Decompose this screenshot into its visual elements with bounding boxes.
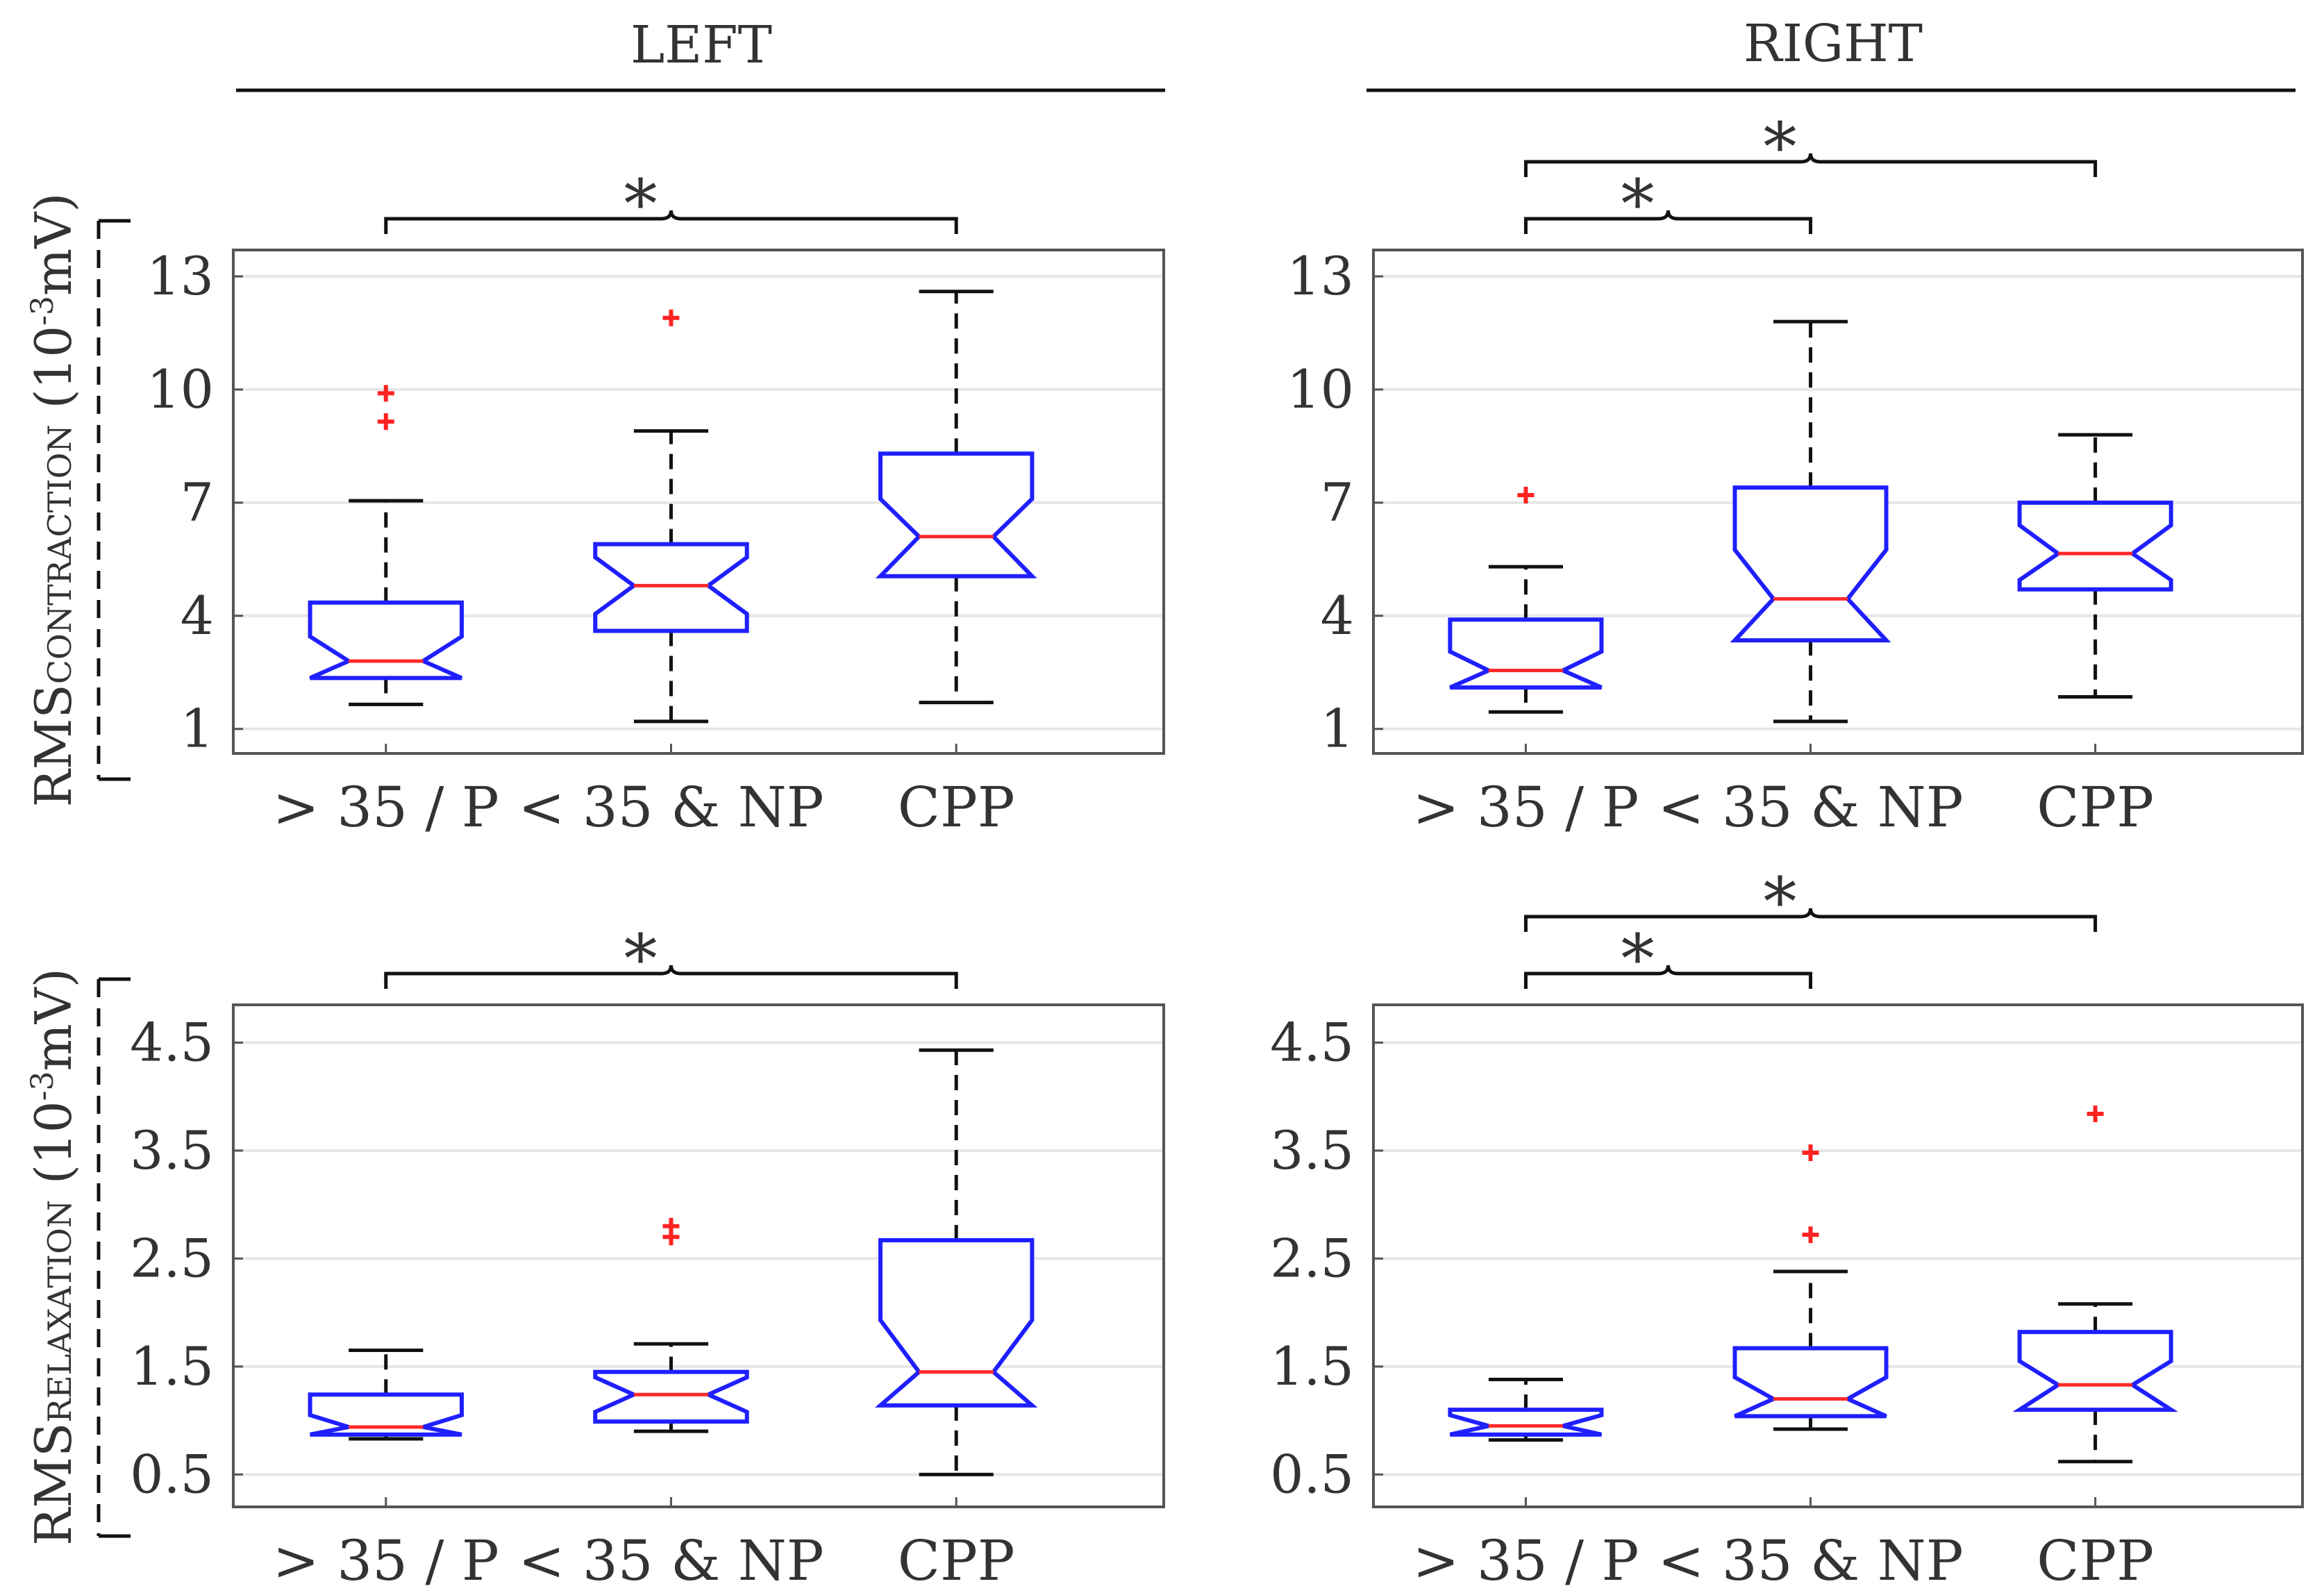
significance-star: * [624, 920, 657, 998]
notched-box [593, 1369, 749, 1424]
significance-star: * [624, 165, 657, 243]
box-group [308, 385, 464, 706]
panel-left-contraction: 1 4 7 10 13 > 35 / P < 35 & NP CPP * [147, 165, 1165, 840]
panel-right-relaxation: 0.5 1.5 2.5 3.5 4.5 > 35 / P < 35 & NP CPP * * [1270, 863, 2304, 1593]
significance-bracket: * [1523, 863, 2098, 941]
category-label: < 35 & NP [518, 1528, 824, 1593]
significance-bracket: * [384, 920, 958, 998]
left-header: LEFT [630, 15, 772, 75]
y-tick-label: 2.5 [130, 1227, 214, 1289]
plot-frame [232, 249, 1165, 755]
category-label: > 35 / P [273, 1528, 499, 1593]
bracket-line [1523, 210, 1813, 234]
relaxation-ylabel-bracket [97, 977, 131, 1538]
category-label: > 35 / P [1412, 1528, 1639, 1593]
significance-bracket: * [384, 165, 958, 243]
category-label: > 35 / P [273, 775, 499, 840]
y-tick-label: 10 [147, 358, 214, 420]
contraction-y-label: RMSCONTRACTION (10-3mV) [24, 193, 83, 808]
bracket-line [1523, 153, 2098, 177]
y-tick-label: 10 [1287, 358, 1354, 420]
plot-frame [1372, 249, 2304, 755]
box-group [2017, 433, 2173, 699]
outlier-marker [1517, 486, 1535, 503]
box-group [593, 1217, 749, 1433]
plot-frame [232, 1003, 1165, 1508]
relaxation-y-label: RMSRELAXATION (10-3mV) [24, 968, 83, 1546]
notched-box [874, 1237, 1038, 1408]
outlier-marker [662, 1217, 680, 1235]
y-tick-label: 0.5 [1270, 1443, 1354, 1505]
y-tick-label: 4 [1321, 585, 1354, 647]
bracket-line [384, 210, 958, 234]
y-tick-label: 3.5 [1270, 1119, 1354, 1181]
panel-left-relaxation: 0.5 1.5 2.5 3.5 4.5 > 35 / P < 35 & NP CPP * [130, 920, 1165, 1593]
notched-box [1448, 1408, 1604, 1437]
bracket-line [384, 965, 958, 989]
category-label: > 35 / P [1412, 775, 1639, 840]
y-tick-label: 3.5 [130, 1119, 214, 1181]
outlier-marker [377, 385, 394, 402]
category-label: < 35 & NP [518, 775, 824, 840]
box-group [2012, 1106, 2178, 1464]
category-label: CPP [898, 775, 1015, 840]
category-label: < 35 & NP [1657, 1528, 1963, 1593]
y-tick-label: 1.5 [1270, 1335, 1354, 1397]
y-tick-label: 1 [1321, 698, 1354, 760]
significance-star: * [1621, 920, 1654, 998]
significance-star: * [1621, 165, 1654, 243]
significance-bracket: * [1523, 165, 1813, 243]
box-group [593, 309, 749, 724]
category-label: < 35 & NP [1657, 775, 1963, 840]
notched-box [1448, 617, 1604, 690]
box-group [1732, 1144, 1889, 1431]
y-tick-label: 7 [181, 472, 214, 533]
box-group [1448, 486, 1604, 714]
y-tick-label: 13 [1287, 245, 1354, 307]
y-tick-label: 1 [181, 698, 214, 760]
y-tick-label: 4 [181, 585, 214, 647]
category-label: CPP [2037, 1528, 2154, 1593]
box-group [1730, 319, 1891, 724]
notched-box [2012, 1330, 2178, 1412]
y-tick-label: 7 [1321, 472, 1354, 533]
box-group [308, 1349, 464, 1441]
box-group [875, 290, 1037, 705]
outlier-marker [662, 309, 680, 326]
contraction-ylabel-bracket [97, 219, 131, 781]
notched-box [308, 600, 464, 681]
significance-bracket: * [1523, 920, 1813, 998]
notched-box [875, 451, 1037, 578]
significance-bracket: * [1523, 108, 2098, 186]
category-label: CPP [2037, 775, 2154, 840]
y-tick-label: 0.5 [130, 1443, 214, 1505]
bracket-line [1523, 908, 2098, 932]
notched-box [1730, 485, 1891, 643]
outlier-marker [2087, 1106, 2104, 1123]
notched-box [593, 542, 749, 633]
outlier-marker [1802, 1144, 1819, 1162]
outlier-marker [377, 413, 394, 431]
panel-right-contraction: 1 4 7 10 13 > 35 / P < 35 & NP CPP * * [1287, 108, 2304, 840]
y-tick-label: 4.5 [130, 1011, 214, 1073]
outlier-marker [1802, 1226, 1819, 1244]
notched-box [308, 1392, 464, 1437]
box-group [1448, 1378, 1604, 1442]
y-tick-label: 13 [147, 245, 214, 307]
y-tick-label: 1.5 [130, 1335, 214, 1397]
notched-box [1732, 1346, 1889, 1419]
right-header: RIGHT [1744, 14, 1923, 74]
plot-frame [1372, 1003, 2304, 1508]
bracket-line [1523, 965, 1813, 989]
significance-star: * [1764, 108, 1797, 186]
y-tick-label: 2.5 [1270, 1227, 1354, 1289]
significance-star: * [1764, 863, 1797, 941]
y-tick-label: 4.5 [1270, 1011, 1354, 1073]
box-group [874, 1048, 1038, 1476]
category-label: CPP [898, 1528, 1015, 1593]
notched-box [2017, 500, 2173, 592]
